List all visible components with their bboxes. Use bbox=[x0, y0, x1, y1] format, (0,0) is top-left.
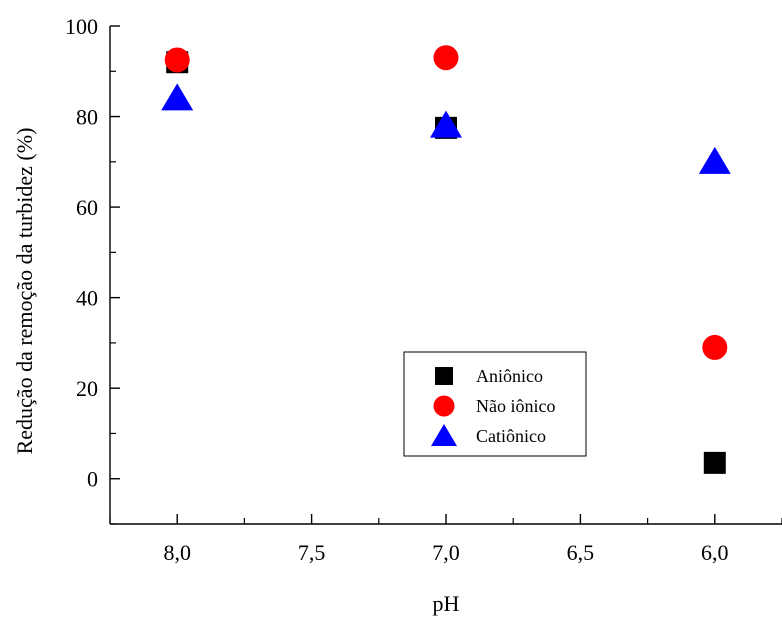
legend-label: Aniônico bbox=[476, 366, 543, 386]
x-tick-label: 6,0 bbox=[701, 540, 729, 565]
legend-label: Catiônico bbox=[476, 426, 546, 446]
data-point-circle bbox=[433, 45, 459, 71]
data-point-triangle bbox=[698, 146, 731, 174]
x-tick-label: 6,5 bbox=[567, 540, 595, 565]
y-tick-label: 20 bbox=[76, 376, 98, 401]
legend: Aniônico Não iônico Catiônico bbox=[403, 351, 587, 457]
legend-marker-square bbox=[435, 367, 453, 385]
data-point-circle bbox=[164, 47, 190, 73]
data-point-circle bbox=[702, 334, 728, 360]
legend-marker-triangle bbox=[431, 424, 457, 446]
y-tick-label: 0 bbox=[87, 467, 98, 492]
x-axis-title: pH bbox=[433, 591, 460, 616]
legend-marker-circle bbox=[433, 395, 455, 417]
y-tick-label: 100 bbox=[65, 14, 98, 39]
data-points bbox=[161, 45, 731, 474]
x-tick-label: 7,5 bbox=[298, 540, 326, 565]
data-point-triangle bbox=[161, 83, 194, 111]
data-point-square bbox=[703, 451, 726, 474]
legend-label: Não iônico bbox=[476, 396, 555, 416]
data-point-triangle bbox=[430, 110, 462, 138]
y-tick-label: 60 bbox=[76, 195, 98, 220]
y-tick-label: 80 bbox=[76, 105, 98, 130]
x-tick-label: 7,0 bbox=[432, 540, 460, 565]
x-tick-label: 8,0 bbox=[163, 540, 191, 565]
y-axis-title: Redução da remoção da turbidez (%) bbox=[12, 128, 37, 455]
axes: 0 20 40 60 80 100 8,0 7,5 7,0 6,5 6,0 pH Redução da … bbox=[12, 14, 782, 616]
y-tick-label: 40 bbox=[76, 286, 98, 311]
